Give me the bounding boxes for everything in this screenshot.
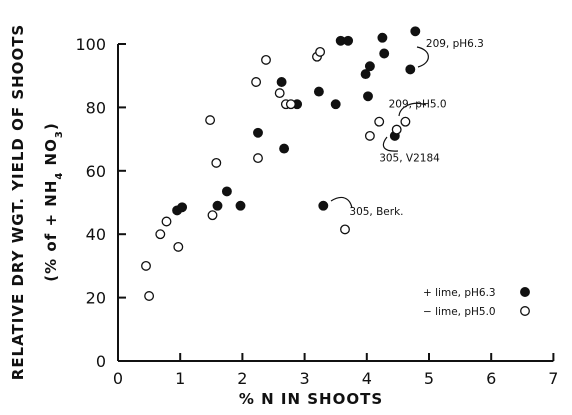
ylabel-sub-3: 3 [54, 130, 65, 138]
annotation-label: 209, pH6.3 [426, 38, 484, 50]
data-point-limed [410, 26, 421, 37]
data-point-unlimed [261, 54, 271, 65]
x-axis-title: % N IN SHOOTS [239, 390, 383, 408]
data-point-limed [405, 64, 416, 75]
data-point-limed [279, 143, 290, 154]
y-axis-title-line2: (% of + NH4 NO3) [42, 122, 65, 281]
data-point-unlimed [173, 241, 184, 252]
y-axis-title-line1: RELATIVE DRY WGT. YIELD OF SHOOTS [9, 24, 27, 380]
x-tick-label: 5 [424, 369, 434, 388]
data-point-limed [330, 99, 341, 110]
x-tick-label: 1 [175, 369, 185, 388]
data-point-unlimed [205, 115, 216, 126]
annotation-label: 305, Berk. [349, 206, 403, 218]
data-point-unlimed [315, 46, 326, 57]
x-tick-label: 4 [362, 369, 372, 388]
annotation-leader [330, 196, 353, 209]
legend-label-lime: + lime, pH6.3 [423, 287, 496, 299]
data-point-limed [276, 77, 287, 87]
annotation-leaders [330, 46, 429, 209]
data-point-unlimed [400, 116, 411, 127]
annotation-leader [382, 136, 399, 152]
annotations: 209, pH6.3 209, pH5.0 305, V2184 305, Berk. [349, 38, 483, 218]
y-tick-label: 20 [86, 289, 106, 308]
data-point-unlimed [285, 99, 296, 110]
annotation-label: 305, V2184 [379, 152, 440, 164]
y-tick-label: 60 [86, 162, 106, 181]
ylabel-part-suffix: ) [42, 122, 60, 130]
legend-marker-open [520, 306, 530, 316]
data-point-limed [343, 35, 354, 46]
ylabel-sub-4: 4 [54, 172, 65, 180]
data-point-limed [212, 200, 223, 211]
annotation-label: 209, pH5.0 [389, 98, 447, 110]
data-point-unlimed [161, 216, 172, 227]
data-point-unlimed [391, 124, 402, 135]
annotation-leader [398, 102, 427, 117]
data-point-unlimed [374, 116, 385, 127]
annotation-leader [416, 46, 429, 68]
x-tick-label: 3 [300, 369, 310, 388]
data-point-limed [177, 202, 188, 213]
data-point-limed [253, 127, 263, 138]
legend-marker-filled [520, 287, 530, 297]
data-point-limed [364, 61, 375, 72]
data-point-unlimed [141, 260, 151, 271]
x-tick-label: 7 [548, 369, 558, 388]
y-tick-label: 100 [75, 35, 106, 54]
data-point-unlimed [211, 157, 222, 168]
data-point-unlimed [340, 224, 350, 235]
x-tick-label: 0 [113, 369, 123, 388]
tick-labels: 0 1 2 3 4 5 6 7 0 20 40 60 80 100 [75, 35, 558, 388]
x-tick-label: 6 [486, 369, 496, 388]
data-point-limed [235, 200, 246, 211]
data-point-unlimed [251, 77, 262, 87]
ylabel-part-mid: NO [42, 138, 60, 172]
data-point-unlimed [253, 153, 263, 164]
tick-marks [117, 43, 555, 362]
data-point-limed [313, 86, 324, 97]
data-point-unlimed [364, 130, 375, 141]
data-point-limed [363, 91, 373, 102]
y-tick-label: 40 [86, 225, 106, 244]
data-point-unlimed [274, 88, 285, 99]
x-tick-label: 2 [237, 369, 247, 388]
y-tick-label: 80 [86, 98, 106, 117]
data-point-unlimed [155, 229, 166, 240]
data-point-limed [377, 32, 388, 43]
data-point-unlimed [144, 291, 155, 301]
data-point-unlimed [207, 210, 218, 221]
data-point-limed [318, 200, 329, 211]
data-point-limed [379, 48, 390, 59]
data-markers [141, 26, 421, 301]
ylabel-part-prefix: (% of + NH [42, 180, 60, 282]
y-tick-label: 0 [96, 352, 106, 371]
data-point-limed [221, 186, 232, 197]
legend-label-no-lime: − lime, pH5.0 [423, 306, 496, 318]
legend: + lime, pH6.3 − lime, pH5.0 [423, 287, 530, 318]
axes [117, 44, 554, 362]
data-point-limed [360, 69, 371, 80]
